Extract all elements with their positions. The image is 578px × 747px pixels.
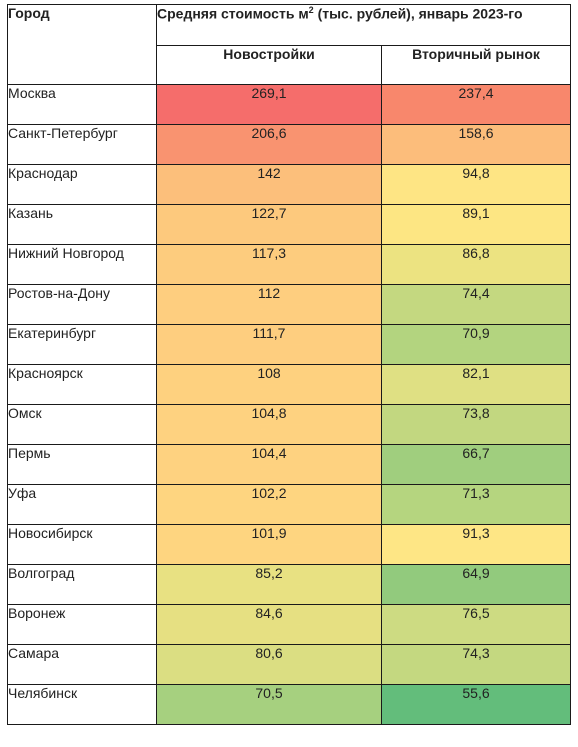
table-row: Краснодар 142 94,8 bbox=[7, 164, 571, 205]
secondary-market-price-cell: 94,8 bbox=[381, 164, 571, 205]
table-row: Санкт-Петербург 206,6 158,6 bbox=[7, 124, 571, 165]
new-buildings-price-cell: 80,6 bbox=[156, 644, 382, 685]
table-row: Ростов-на-Дону 112 74,4 bbox=[7, 284, 571, 325]
new-buildings-column-header: Новостройки bbox=[156, 45, 382, 85]
new-buildings-price-cell: 117,3 bbox=[156, 244, 382, 285]
secondary-market-price-cell: 86,8 bbox=[381, 244, 571, 285]
new-buildings-price-cell: 142 bbox=[156, 164, 382, 205]
table-body: Москва 269,1 237,4 Санкт-Петербург 206,6 158,… bbox=[7, 84, 571, 725]
new-buildings-price-cell: 206,6 bbox=[156, 124, 382, 165]
table-row: Омск 104,8 73,8 bbox=[7, 404, 571, 445]
secondary-market-price-cell: 237,4 bbox=[381, 84, 571, 125]
table-row: Воронеж 84,6 76,5 bbox=[7, 604, 571, 645]
secondary-market-price-cell: 74,3 bbox=[381, 644, 571, 685]
new-buildings-price-cell: 269,1 bbox=[156, 84, 382, 125]
new-buildings-price-cell: 104,4 bbox=[156, 444, 382, 485]
secondary-market-price-cell: 64,9 bbox=[381, 564, 571, 605]
city-cell: Екатеринбург bbox=[7, 324, 157, 365]
new-buildings-price-cell: 85,2 bbox=[156, 564, 382, 605]
table-title: Средняя стоимость м2 (тыс. рублей), янва… bbox=[156, 4, 571, 46]
new-buildings-price-cell: 104,8 bbox=[156, 404, 382, 445]
secondary-market-price-cell: 55,6 bbox=[381, 684, 571, 725]
city-cell: Пермь bbox=[7, 444, 157, 485]
title-superscript: 2 bbox=[308, 5, 314, 16]
secondary-market-price-cell: 82,1 bbox=[381, 364, 571, 405]
table-row: Казань 122,7 89,1 bbox=[7, 204, 571, 245]
table-row: Екатеринбург 111,7 70,9 bbox=[7, 324, 571, 365]
new-buildings-price-cell: 112 bbox=[156, 284, 382, 325]
price-table: Город Средняя стоимость м2 (тыс. рублей)… bbox=[7, 4, 571, 725]
table-row: Пермь 104,4 66,7 bbox=[7, 444, 571, 485]
city-cell: Санкт-Петербург bbox=[7, 124, 157, 165]
new-buildings-price-cell: 111,7 bbox=[156, 324, 382, 365]
city-cell: Красноярск bbox=[7, 364, 157, 405]
title-prefix: Средняя стоимость м bbox=[157, 5, 309, 22]
table-row: Волгоград 85,2 64,9 bbox=[7, 564, 571, 605]
city-column-header: Город bbox=[7, 4, 157, 85]
new-buildings-price-cell: 122,7 bbox=[156, 204, 382, 245]
city-cell: Новосибирск bbox=[7, 524, 157, 565]
city-cell: Самара bbox=[7, 644, 157, 685]
city-cell: Уфа bbox=[7, 484, 157, 525]
city-cell: Волгоград bbox=[7, 564, 157, 605]
table-row: Москва 269,1 237,4 bbox=[7, 84, 571, 125]
secondary-market-price-cell: 71,3 bbox=[381, 484, 571, 525]
table-row: Красноярск 108 82,1 bbox=[7, 364, 571, 405]
table-row: Челябинск 70,5 55,6 bbox=[7, 684, 571, 725]
city-cell: Нижний Новгород bbox=[7, 244, 157, 285]
secondary-market-price-cell: 89,1 bbox=[381, 204, 571, 245]
city-cell: Краснодар bbox=[7, 164, 157, 205]
new-buildings-price-cell: 102,2 bbox=[156, 484, 382, 525]
secondary-market-price-cell: 158,6 bbox=[381, 124, 571, 165]
secondary-market-price-cell: 74,4 bbox=[381, 284, 571, 325]
secondary-market-price-cell: 91,3 bbox=[381, 524, 571, 565]
city-cell: Казань bbox=[7, 204, 157, 245]
city-cell: Челябинск bbox=[7, 684, 157, 725]
table-row: Самара 80,6 74,3 bbox=[7, 644, 571, 685]
city-cell: Ростов-на-Дону bbox=[7, 284, 157, 325]
table-row: Нижний Новгород 117,3 86,8 bbox=[7, 244, 571, 285]
city-cell: Омск bbox=[7, 404, 157, 445]
secondary-market-price-cell: 73,8 bbox=[381, 404, 571, 445]
secondary-market-price-cell: 70,9 bbox=[381, 324, 571, 365]
city-cell: Москва bbox=[7, 84, 157, 125]
new-buildings-price-cell: 108 bbox=[156, 364, 382, 405]
table-row: Новосибирск 101,9 91,3 bbox=[7, 524, 571, 565]
title-suffix: (тыс. рублей), январь 2023-го bbox=[313, 5, 523, 22]
secondary-market-price-cell: 66,7 bbox=[381, 444, 571, 485]
new-buildings-price-cell: 101,9 bbox=[156, 524, 382, 565]
city-cell: Воронеж bbox=[7, 604, 157, 645]
new-buildings-price-cell: 70,5 bbox=[156, 684, 382, 725]
new-buildings-price-cell: 84,6 bbox=[156, 604, 382, 645]
secondary-market-price-cell: 76,5 bbox=[381, 604, 571, 645]
table-row: Уфа 102,2 71,3 bbox=[7, 484, 571, 525]
secondary-market-column-header: Вторичный рынок bbox=[381, 45, 571, 85]
